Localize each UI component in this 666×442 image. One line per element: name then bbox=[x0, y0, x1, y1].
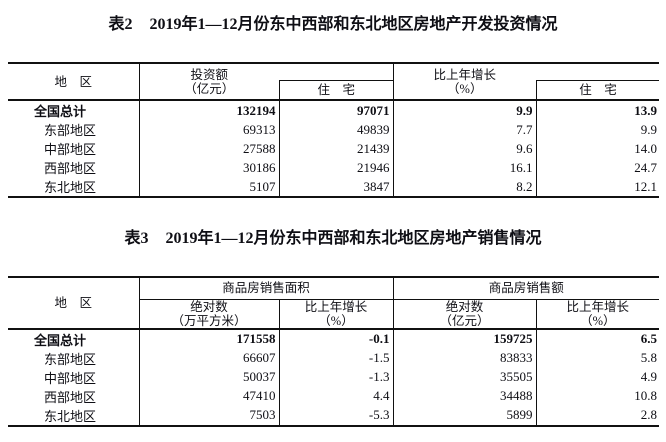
sales-value-growth-cell: 2.8 bbox=[536, 405, 660, 427]
header-growth-residential-cell: 住 宅 bbox=[536, 63, 659, 101]
header-region: 地 区 bbox=[8, 63, 140, 101]
header-growth: 比上年增长 （%） bbox=[393, 63, 536, 101]
investment-cell: 132194 bbox=[139, 100, 280, 120]
table-row: 东部地区 66607 -1.5 83833 5.8 bbox=[8, 348, 659, 368]
growth-residential-cell: 14.0 bbox=[634, 140, 657, 156]
region-cell: 全国总计 bbox=[8, 328, 140, 349]
residential-cell: 3847 bbox=[279, 177, 394, 198]
growth-cell: 9.6 bbox=[393, 139, 537, 158]
sales-value-cell: 159725 bbox=[393, 328, 537, 349]
growth-residential-cell: 12.1 bbox=[536, 177, 659, 198]
growth-residential-cell: 13.9 bbox=[634, 102, 657, 118]
table-row: 东部地区 69313 49839 7.7 9.9 bbox=[8, 120, 659, 139]
header-value-growth-unit: （%） bbox=[580, 313, 616, 328]
header-investment-unit: （亿元） bbox=[184, 81, 235, 96]
region-cell: 全国总计 bbox=[8, 100, 140, 120]
header-growth-line1: 比上年增长 bbox=[433, 67, 496, 82]
region-cell: 中部地区 bbox=[8, 367, 140, 387]
floor-space-cell: 47410 bbox=[139, 386, 280, 406]
header-growth-residential: 住 宅 bbox=[536, 80, 659, 98]
table2-title-text: 2019年1—12月份东中西部和东北地区房地产开发投资情况 bbox=[149, 16, 558, 33]
growth-cell: 7.7 bbox=[393, 120, 537, 139]
region-cell: 东部地区 bbox=[8, 120, 140, 139]
header-area-absolute: 绝对数 （万平方米） bbox=[139, 299, 280, 330]
table-row: 全国总计 132194 97071 9.9 13.9 bbox=[8, 100, 659, 120]
investment-cell: 30186 bbox=[139, 158, 280, 177]
table2-title-label: 表2 bbox=[108, 16, 133, 33]
header-value-growth-line1: 比上年增长 bbox=[566, 299, 630, 314]
sales-table-subheader-row: 绝对数 （万平方米） 比上年增长 （%） 绝对数 （亿元） 比上年增长 （%） bbox=[8, 299, 660, 330]
investment-cell: 27588 bbox=[139, 139, 280, 158]
table-row: 中部地区 27588 21439 9.6 14.0 bbox=[8, 139, 659, 158]
investment-cell: 69313 bbox=[139, 120, 280, 139]
header-value-growth: 比上年增长 （%） bbox=[536, 299, 660, 330]
header-value-absolute: 绝对数 （亿元） bbox=[393, 299, 537, 330]
header-area-growth: 比上年增长 （%） bbox=[279, 299, 394, 330]
region-cell: 西部地区 bbox=[8, 386, 140, 406]
header-region: 地 区 bbox=[8, 277, 140, 330]
header-residential-cell: 住 宅 bbox=[279, 63, 394, 101]
investment-table: 地 区 投资额 （亿元） 住 宅 比上年增长 （%） 住 宅 全国总计 1321… bbox=[8, 62, 659, 198]
residential-cell: 49839 bbox=[279, 120, 394, 139]
region-cell: 中部地区 bbox=[8, 139, 140, 158]
investment-table-header-row: 地 区 投资额 （亿元） 住 宅 比上年增长 （%） 住 宅 bbox=[8, 63, 659, 101]
sales-value-cell: 83833 bbox=[393, 348, 537, 368]
region-cell: 东部地区 bbox=[8, 348, 140, 368]
header-investment-line1: 投资额 bbox=[190, 67, 228, 82]
sales-table: 地 区 商品房销售面积 商品房销售额 绝对数 （万平方米） 比上年增长 （%） … bbox=[8, 276, 660, 427]
header-group-sales-value: 商品房销售额 bbox=[393, 277, 660, 300]
table-row: 东北地区 7503 -5.3 5899 2.8 bbox=[8, 405, 660, 427]
floor-space-growth-cell: -5.3 bbox=[279, 405, 394, 427]
floor-space-cell: 50037 bbox=[139, 367, 280, 387]
sales-value-growth-cell: 5.8 bbox=[640, 350, 658, 365]
header-group-floor-space: 商品房销售面积 bbox=[139, 277, 394, 300]
header-residential: 住 宅 bbox=[279, 80, 392, 98]
sales-value-cell: 35505 bbox=[393, 367, 537, 387]
region-cell: 东北地区 bbox=[8, 177, 140, 198]
floor-space-growth-cell: -1.3 bbox=[279, 367, 394, 387]
floor-space-cell: 7503 bbox=[139, 405, 280, 427]
floor-space-growth-cell: -1.5 bbox=[279, 348, 394, 368]
sales-table-group-row: 地 区 商品房销售面积 商品房销售额 bbox=[8, 277, 660, 330]
header-area-absolute-line1: 绝对数 bbox=[190, 299, 228, 314]
region-cell: 东北地区 bbox=[8, 405, 140, 427]
growth-cell: 8.2 bbox=[393, 177, 537, 198]
table-row: 西部地区 30186 21946 16.1 24.7 bbox=[8, 158, 659, 177]
floor-space-cell: 171558 bbox=[139, 328, 280, 349]
sales-value-cell: 34488 bbox=[393, 386, 537, 406]
residential-cell: 21946 bbox=[279, 158, 394, 177]
header-investment: 投资额 （亿元） bbox=[139, 63, 279, 101]
header-value-absolute-unit: （亿元） bbox=[439, 313, 490, 328]
table2-title: 表2 2019年1—12月份东中西部和东北地区房地产开发投资情况 bbox=[0, 15, 666, 34]
growth-residential-cell: 9.9 bbox=[640, 121, 657, 137]
table-row: 西部地区 47410 4.4 34488 10.8 bbox=[8, 386, 659, 406]
table-row: 中部地区 50037 -1.3 35505 4.9 bbox=[8, 367, 659, 387]
header-growth-unit: （%） bbox=[447, 81, 483, 96]
header-area-growth-unit: （%） bbox=[318, 313, 354, 328]
header-value-absolute-line1: 绝对数 bbox=[445, 299, 484, 314]
region-cell: 西部地区 bbox=[8, 158, 140, 177]
floor-space-growth-cell: 4.4 bbox=[279, 386, 394, 406]
growth-cell: 9.9 bbox=[393, 100, 537, 120]
table3-title-label: 表3 bbox=[124, 230, 149, 247]
sales-value-cell: 5899 bbox=[393, 405, 537, 427]
residential-cell: 97071 bbox=[279, 100, 394, 120]
sales-value-growth-cell: 4.9 bbox=[640, 369, 658, 384]
table3-title-text: 2019年1—12月份东中西部和东北地区房地产销售情况 bbox=[165, 230, 542, 247]
growth-residential-cell: 24.7 bbox=[634, 159, 657, 175]
sales-value-growth-cell: 10.8 bbox=[634, 388, 658, 403]
header-area-growth-line1: 比上年增长 bbox=[304, 299, 368, 314]
table3-title: 表3 2019年1—12月份东中西部和东北地区房地产销售情况 bbox=[0, 229, 666, 248]
floor-space-cell: 66607 bbox=[139, 348, 280, 368]
table-row: 东北地区 5107 3847 8.2 12.1 bbox=[8, 177, 659, 198]
growth-cell: 16.1 bbox=[393, 158, 537, 177]
header-area-absolute-unit: （万平方米） bbox=[171, 313, 247, 328]
table-row: 全国总计 171558 -0.1 159725 6.5 bbox=[8, 328, 659, 349]
investment-cell: 5107 bbox=[139, 177, 280, 198]
sales-value-growth-cell: 6.5 bbox=[640, 331, 658, 346]
floor-space-growth-cell: -0.1 bbox=[279, 328, 394, 349]
residential-cell: 21439 bbox=[279, 139, 394, 158]
